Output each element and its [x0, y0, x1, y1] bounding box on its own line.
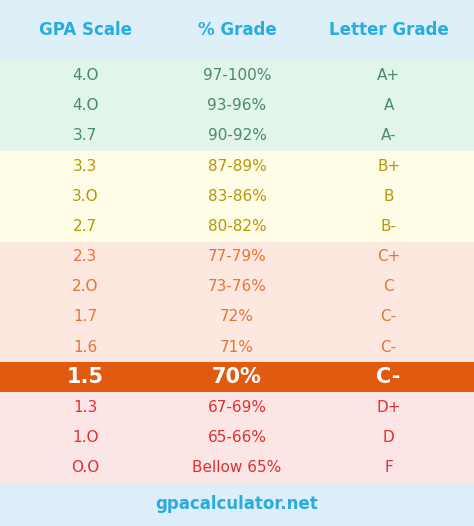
- Text: A: A: [383, 98, 394, 113]
- Text: 2.7: 2.7: [73, 219, 97, 234]
- Text: 1.3: 1.3: [73, 400, 98, 415]
- Bar: [0, 332, 474, 362]
- Text: F: F: [384, 460, 393, 476]
- Text: C+: C+: [377, 249, 401, 264]
- Text: O.O: O.O: [71, 460, 100, 476]
- Bar: [0, 483, 474, 526]
- Text: D: D: [383, 430, 394, 445]
- Text: 3.7: 3.7: [73, 128, 98, 144]
- Text: C-: C-: [381, 340, 397, 355]
- Bar: [0, 151, 474, 181]
- Bar: [0, 181, 474, 211]
- Text: 70%: 70%: [212, 367, 262, 387]
- Bar: [0, 211, 474, 241]
- Text: C-: C-: [381, 309, 397, 325]
- Text: 87-89%: 87-89%: [208, 158, 266, 174]
- Bar: [0, 241, 474, 272]
- Text: GPA Scale: GPA Scale: [39, 21, 132, 39]
- Bar: [0, 302, 474, 332]
- Text: 3.3: 3.3: [73, 158, 98, 174]
- Text: 80-82%: 80-82%: [208, 219, 266, 234]
- Text: 90-92%: 90-92%: [208, 128, 266, 144]
- Bar: [0, 453, 474, 483]
- Text: 2.3: 2.3: [73, 249, 98, 264]
- Text: 3.O: 3.O: [72, 189, 99, 204]
- Text: 71%: 71%: [220, 340, 254, 355]
- Text: A+: A+: [377, 68, 400, 83]
- Text: Letter Grade: Letter Grade: [329, 21, 448, 39]
- Text: 1.7: 1.7: [73, 309, 97, 325]
- Text: Bellow 65%: Bellow 65%: [192, 460, 282, 476]
- Text: 4.O: 4.O: [72, 68, 99, 83]
- Text: 1.5: 1.5: [67, 367, 104, 387]
- Text: 2.O: 2.O: [72, 279, 99, 294]
- Text: 1.O: 1.O: [72, 430, 99, 445]
- Bar: [0, 60, 474, 90]
- Text: A-: A-: [381, 128, 396, 144]
- Text: 97-100%: 97-100%: [203, 68, 271, 83]
- Text: 67-69%: 67-69%: [208, 400, 266, 415]
- Text: 65-66%: 65-66%: [208, 430, 266, 445]
- Bar: [0, 0, 474, 60]
- Bar: [0, 392, 474, 422]
- Text: 77-79%: 77-79%: [208, 249, 266, 264]
- Text: % Grade: % Grade: [198, 21, 276, 39]
- Bar: [0, 362, 474, 392]
- Text: 4.O: 4.O: [72, 98, 99, 113]
- Bar: [0, 422, 474, 453]
- Bar: [0, 272, 474, 302]
- Text: 73-76%: 73-76%: [208, 279, 266, 294]
- Bar: [0, 121, 474, 151]
- Text: B-: B-: [381, 219, 397, 234]
- Text: 72%: 72%: [220, 309, 254, 325]
- Text: 93-96%: 93-96%: [208, 98, 266, 113]
- Text: gpacalculator.net: gpacalculator.net: [155, 495, 319, 513]
- Text: C: C: [383, 279, 394, 294]
- Text: D+: D+: [376, 400, 401, 415]
- Text: 1.6: 1.6: [73, 340, 98, 355]
- Text: B: B: [383, 189, 394, 204]
- Text: 83-86%: 83-86%: [208, 189, 266, 204]
- Text: B+: B+: [377, 158, 401, 174]
- Text: C-: C-: [376, 367, 401, 387]
- Bar: [0, 90, 474, 121]
